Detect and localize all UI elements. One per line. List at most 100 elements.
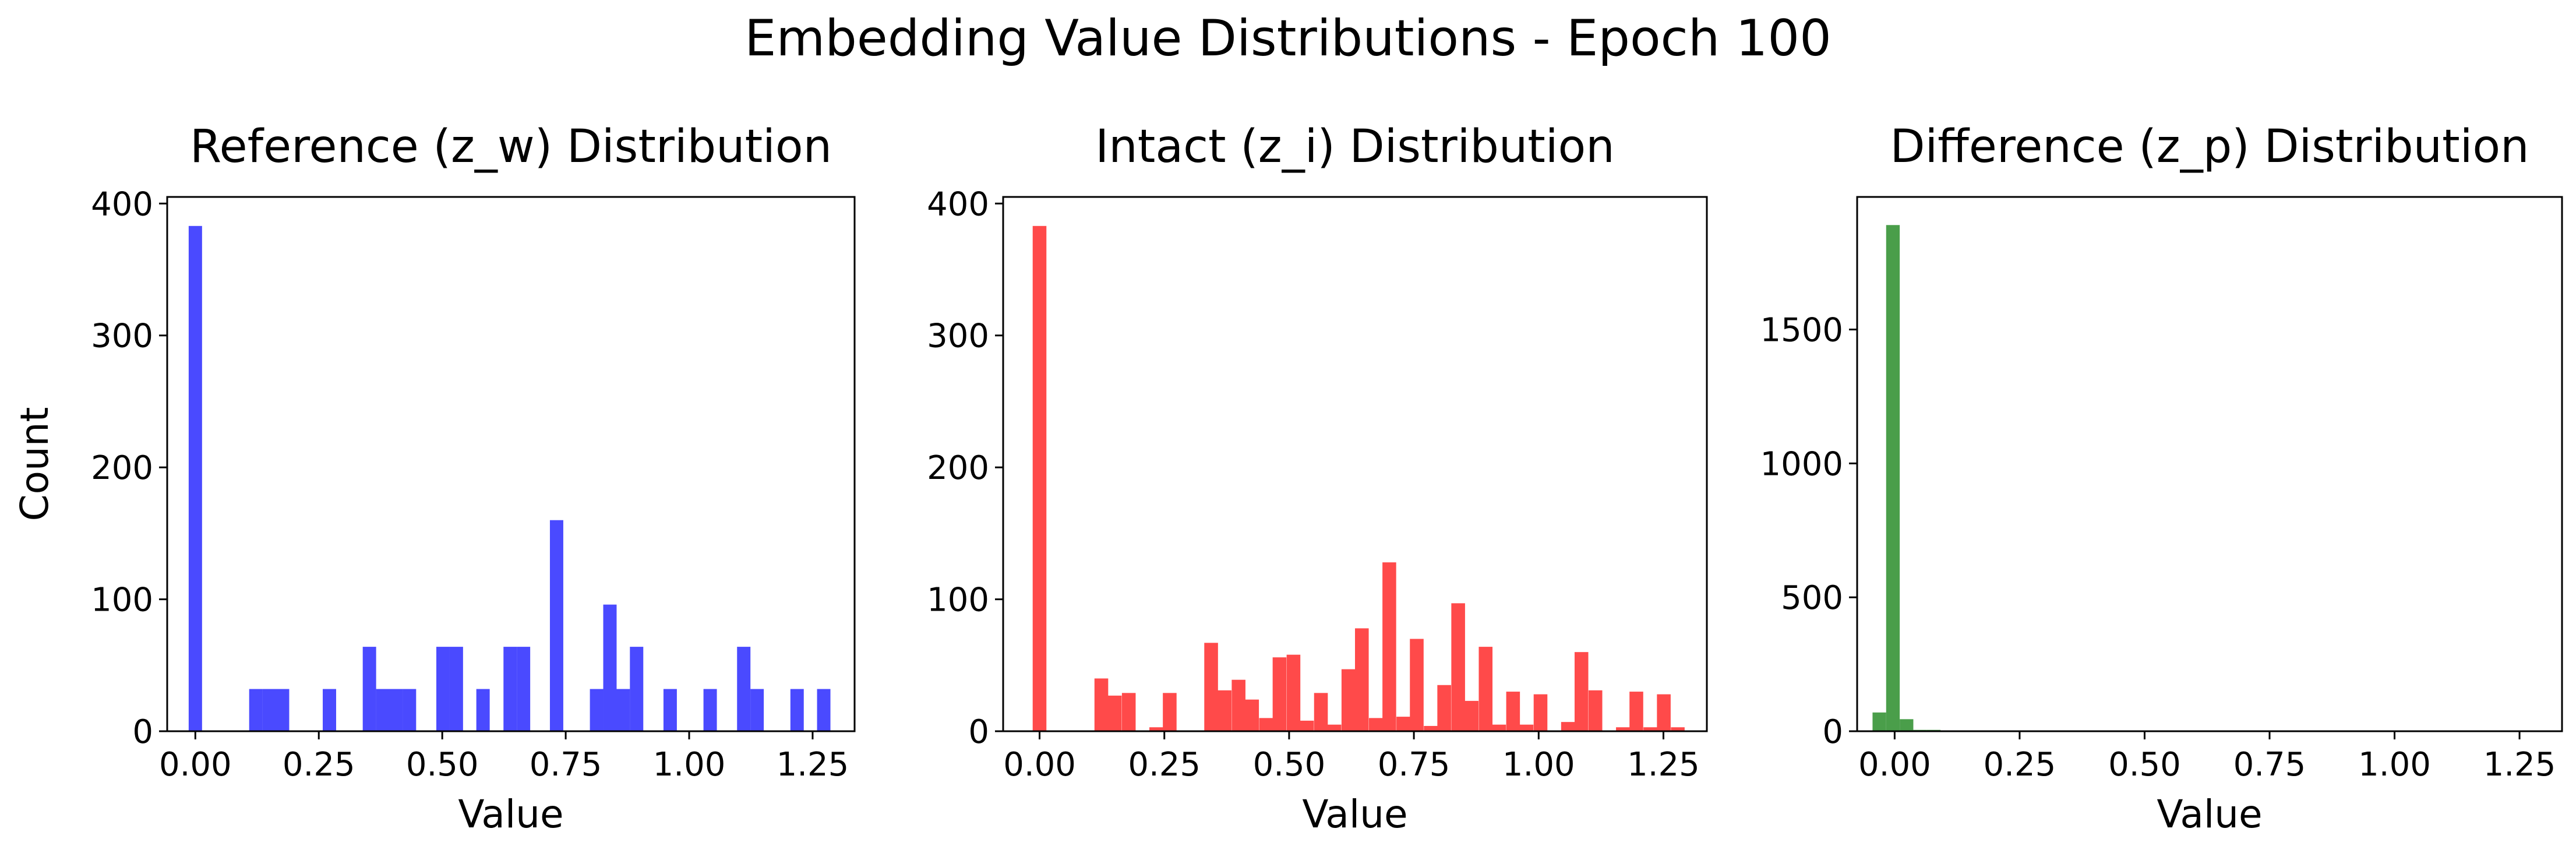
- reference-histogram-bar-10: [449, 647, 463, 731]
- reference-histogram-bar-22: [750, 689, 764, 731]
- intact-x-tick-label-0: 0.00: [1003, 746, 1076, 784]
- reference-histogram-bar-16: [603, 604, 617, 731]
- reference-histogram-bar-13: [517, 647, 531, 731]
- reference-y-tick-label-1: 100: [91, 581, 153, 619]
- reference-panel-title: Reference (z_w) Distribution: [190, 121, 832, 173]
- difference-histogram-bar-1: [1886, 225, 1900, 731]
- intact-histogram-bar-35: [1629, 692, 1643, 731]
- intact-distribution-panel: 0.00 0.25 0.50 0.75 1.00 1.25 0 100 200 300 400 Int…: [927, 121, 1708, 837]
- intact-histogram-bar-13: [1300, 720, 1314, 731]
- intact-histogram-bar-8: [1231, 679, 1245, 731]
- reference-histogram-bar-18: [630, 647, 644, 731]
- intact-x-tick-label-2: 0.50: [1253, 746, 1326, 784]
- intact-histogram-bar-20: [1396, 717, 1410, 731]
- intact-histogram-bar-23: [1437, 685, 1451, 731]
- reference-x-tick-label-4: 1.00: [653, 746, 726, 784]
- intact-x-tick-label-1: 0.25: [1128, 746, 1201, 784]
- figure-title: Embedding Value Distributions - Epoch 10…: [744, 9, 1832, 68]
- reference-histogram-bar-9: [436, 647, 450, 731]
- intact-histogram-bar-26: [1478, 647, 1493, 731]
- intact-x-tick-label-5: 1.25: [1627, 746, 1700, 784]
- intact-histogram-bar-38: [1671, 727, 1685, 731]
- intact-histogram-bar-27: [1492, 724, 1506, 731]
- reference-histogram-bar-12: [503, 647, 517, 731]
- difference-x-tick-label-2: 0.50: [2108, 746, 2181, 784]
- intact-histogram-bar-4: [1149, 727, 1163, 731]
- intact-histogram-bar-5: [1163, 693, 1177, 731]
- difference-x-axis-label: Value: [2157, 792, 2262, 837]
- intact-x-tick-label-3: 0.75: [1378, 746, 1451, 784]
- intact-histogram-bar-12: [1286, 654, 1301, 731]
- intact-panel-title: Intact (z_i) Distribution: [1095, 121, 1614, 173]
- reference-x-tick-label-5: 1.25: [777, 746, 849, 784]
- reference-histogram-bar-21: [737, 647, 751, 731]
- reference-histogram-bar-1: [249, 689, 263, 731]
- intact-histogram-bar-22: [1424, 725, 1438, 731]
- intact-y-tick-label-2: 200: [927, 449, 989, 487]
- intact-histogram-bar-7: [1218, 690, 1231, 731]
- intact-histogram-bar-14: [1314, 693, 1328, 731]
- intact-histogram-bar-3: [1121, 693, 1136, 731]
- reference-y-axis-label: Count: [12, 407, 57, 521]
- difference-histogram-bar-2: [1900, 719, 1914, 731]
- reference-histogram-bar-5: [362, 647, 376, 731]
- intact-histogram-bar-17: [1355, 628, 1369, 731]
- reference-y-tick-label-4: 400: [91, 185, 153, 223]
- reference-histogram-bar-19: [663, 689, 677, 731]
- difference-x-tick-label-0: 0.00: [1858, 746, 1931, 784]
- difference-x-tick-label-5: 1.25: [2483, 746, 2556, 784]
- reference-histogram-bar-8: [403, 689, 417, 731]
- intact-axes-frame: [1002, 196, 1708, 732]
- intact-histogram-bar-34: [1616, 727, 1630, 731]
- difference-x-tick-label-3: 0.75: [2233, 746, 2306, 784]
- difference-y-tick-label-2: 1000: [1760, 445, 1843, 483]
- reference-y-tick-label-2: 200: [91, 449, 153, 487]
- difference-distribution-panel: 0.00 0.25 0.50 0.75 1.00 1.25 0 500 1000 1500 Diff…: [1760, 121, 2563, 837]
- reference-axes-frame: [166, 196, 856, 732]
- intact-y-tick-label-1: 100: [927, 581, 989, 619]
- intact-histogram-bar-28: [1506, 692, 1520, 731]
- reference-histogram-bar-11: [476, 689, 490, 731]
- reference-x-tick-label-2: 0.50: [406, 746, 479, 784]
- reference-histogram-bar-6: [376, 689, 390, 731]
- reference-y-tick-label-0: 0: [132, 713, 153, 751]
- reference-histogram-bar-24: [817, 689, 831, 731]
- intact-histogram-bar-10: [1259, 718, 1273, 731]
- intact-histogram-bar-21: [1410, 639, 1424, 731]
- reference-histogram-bar-4: [323, 689, 336, 731]
- reference-x-tick-label-1: 0.25: [283, 746, 355, 784]
- intact-histogram-bar-0: [1032, 225, 1047, 731]
- intact-histogram-bar-1: [1094, 678, 1109, 731]
- intact-x-tick-label-4: 1.00: [1502, 746, 1575, 784]
- reference-y-tick-label-3: 300: [91, 318, 153, 355]
- reference-x-tick-label-0: 0.00: [159, 746, 232, 784]
- intact-histogram-bar-29: [1519, 724, 1534, 731]
- reference-histogram-bar-15: [590, 689, 604, 731]
- reference-histogram-bar-14: [549, 520, 563, 731]
- intact-y-tick-label-0: 0: [968, 713, 989, 751]
- reference-histogram-bar-0: [188, 225, 202, 731]
- intact-histogram-bar-18: [1368, 718, 1383, 731]
- intact-histogram-bar-2: [1107, 695, 1122, 731]
- reference-x-axis-label: Value: [458, 792, 563, 837]
- reference-histogram-bar-20: [703, 689, 717, 731]
- intact-histogram-bar-6: [1204, 643, 1218, 731]
- intact-histogram-bar-11: [1272, 657, 1287, 731]
- reference-histogram-bar-7: [389, 689, 403, 731]
- reference-histogram-bar-23: [790, 689, 804, 731]
- intact-histogram-bar-24: [1451, 603, 1465, 731]
- difference-histogram-bar-0: [1872, 712, 1886, 731]
- reference-histogram-bar-2: [262, 689, 276, 731]
- intact-x-axis-label: Value: [1302, 792, 1407, 837]
- reference-distribution-panel: 0.00 0.25 0.50 0.75 1.00 1.25 0 100 200 300 400 Ref…: [12, 121, 856, 837]
- intact-histogram-bar-19: [1382, 562, 1396, 731]
- difference-x-tick-label-4: 1.00: [2358, 746, 2431, 784]
- reference-x-tick-label-3: 0.75: [530, 746, 602, 784]
- intact-histogram-bar-36: [1643, 727, 1657, 731]
- reference-histogram-bar-3: [276, 689, 290, 731]
- difference-x-tick-label-1: 0.25: [1984, 746, 2056, 784]
- intact-histogram-bar-30: [1533, 694, 1548, 731]
- intact-histogram-bar-31: [1561, 722, 1575, 731]
- intact-histogram-bar-9: [1245, 699, 1259, 731]
